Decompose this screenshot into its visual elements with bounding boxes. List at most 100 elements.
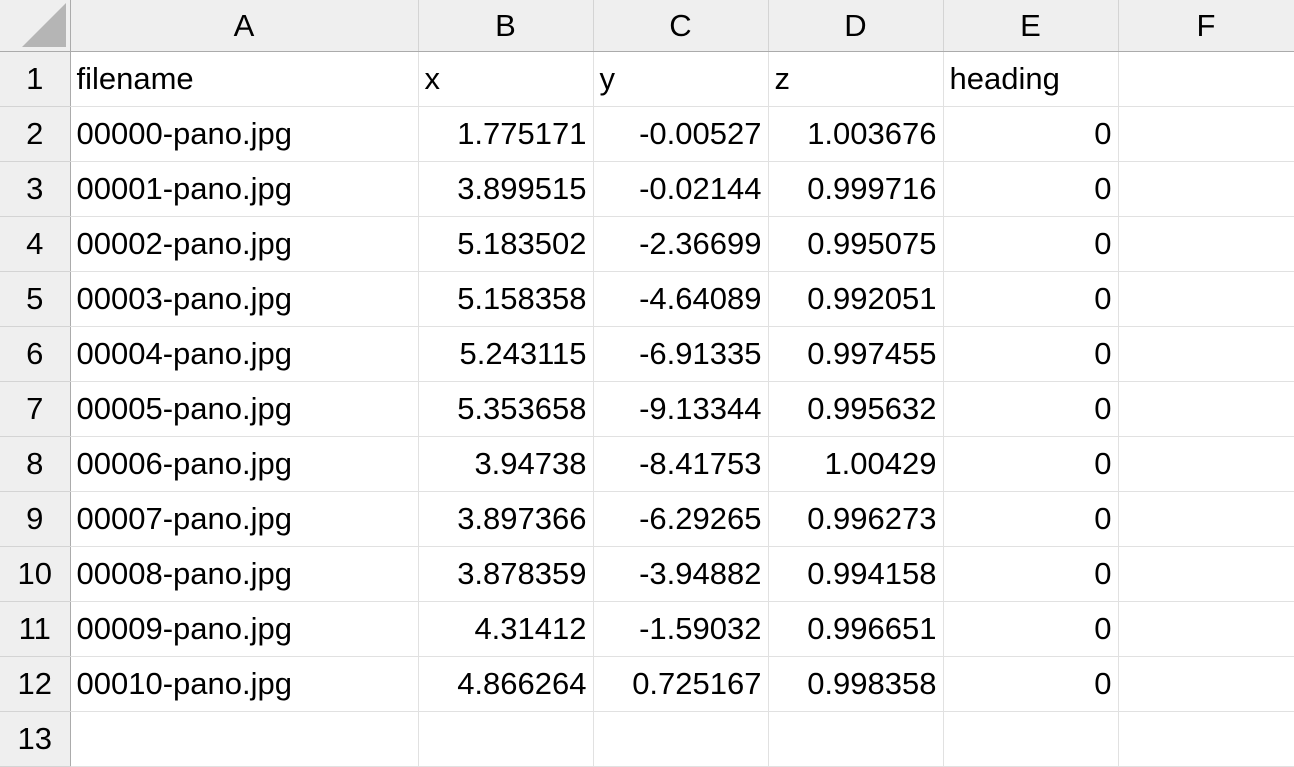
cell-c2[interactable]: -0.00527	[593, 106, 769, 162]
cell-b10[interactable]: 3.878359	[418, 546, 594, 602]
cell-d12[interactable]: 0.998358	[768, 656, 944, 712]
cell-a1[interactable]: filename	[70, 51, 419, 107]
cell-c3[interactable]: -0.02144	[593, 161, 769, 217]
cell-f6[interactable]	[1118, 326, 1294, 382]
cell-a4[interactable]: 00002-pano.jpg	[70, 216, 419, 272]
row-header[interactable]: 2	[0, 106, 71, 162]
cell-e2[interactable]: 0	[943, 106, 1119, 162]
cell-d13[interactable]	[768, 711, 944, 767]
cell-d9[interactable]: 0.996273	[768, 491, 944, 547]
cell-d1[interactable]: z	[768, 51, 944, 107]
cell-f2[interactable]	[1118, 106, 1294, 162]
cell-f13[interactable]	[1118, 711, 1294, 767]
cell-d8[interactable]: 1.00429	[768, 436, 944, 492]
row-header[interactable]: 7	[0, 381, 71, 437]
cell-d10[interactable]: 0.994158	[768, 546, 944, 602]
row-header[interactable]: 9	[0, 491, 71, 547]
cell-b8[interactable]: 3.94738	[418, 436, 594, 492]
cell-f1[interactable]	[1118, 51, 1294, 107]
column-header-b[interactable]: B	[418, 0, 594, 52]
cell-b9[interactable]: 3.897366	[418, 491, 594, 547]
cell-d11[interactable]: 0.996651	[768, 601, 944, 657]
cell-b6[interactable]: 5.243115	[418, 326, 594, 382]
cell-d6[interactable]: 0.997455	[768, 326, 944, 382]
row-header[interactable]: 10	[0, 546, 71, 602]
row-header[interactable]: 11	[0, 601, 71, 657]
cell-c10[interactable]: -3.94882	[593, 546, 769, 602]
cell-f3[interactable]	[1118, 161, 1294, 217]
cell-e9[interactable]: 0	[943, 491, 1119, 547]
cell-b1[interactable]: x	[418, 51, 594, 107]
cell-a8[interactable]: 00006-pano.jpg	[70, 436, 419, 492]
cell-f9[interactable]	[1118, 491, 1294, 547]
select-all-button[interactable]	[0, 0, 71, 52]
cell-e10[interactable]: 0	[943, 546, 1119, 602]
column-header-e[interactable]: E	[943, 0, 1119, 52]
cell-f4[interactable]	[1118, 216, 1294, 272]
cell-a9[interactable]: 00007-pano.jpg	[70, 491, 419, 547]
cell-a13[interactable]	[70, 711, 419, 767]
cell-a10[interactable]: 00008-pano.jpg	[70, 546, 419, 602]
column-header-f[interactable]: F	[1118, 0, 1294, 52]
cell-f12[interactable]	[1118, 656, 1294, 712]
row-header[interactable]: 3	[0, 161, 71, 217]
row-header[interactable]: 4	[0, 216, 71, 272]
cell-b3[interactable]: 3.899515	[418, 161, 594, 217]
cell-e12[interactable]: 0	[943, 656, 1119, 712]
row-header[interactable]: 12	[0, 656, 71, 712]
cell-f11[interactable]	[1118, 601, 1294, 657]
cell-a12[interactable]: 00010-pano.jpg	[70, 656, 419, 712]
cell-f5[interactable]	[1118, 271, 1294, 327]
cell-e8[interactable]: 0	[943, 436, 1119, 492]
cell-c4[interactable]: -2.36699	[593, 216, 769, 272]
cell-b11[interactable]: 4.31412	[418, 601, 594, 657]
cell-c7[interactable]: -9.13344	[593, 381, 769, 437]
column-header-a[interactable]: A	[70, 0, 419, 52]
cell-f10[interactable]	[1118, 546, 1294, 602]
cell-c9[interactable]: -6.29265	[593, 491, 769, 547]
cell-a7[interactable]: 00005-pano.jpg	[70, 381, 419, 437]
cell-b2[interactable]: 1.775171	[418, 106, 594, 162]
row-header[interactable]: 8	[0, 436, 71, 492]
cell-d5[interactable]: 0.992051	[768, 271, 944, 327]
cell-b12[interactable]: 4.866264	[418, 656, 594, 712]
row-header[interactable]: 6	[0, 326, 71, 382]
cell-a3[interactable]: 00001-pano.jpg	[70, 161, 419, 217]
row-header[interactable]: 13	[0, 711, 71, 767]
cell-e6[interactable]: 0	[943, 326, 1119, 382]
cell-d4[interactable]: 0.995075	[768, 216, 944, 272]
cell-d7[interactable]: 0.995632	[768, 381, 944, 437]
cell-a5[interactable]: 00003-pano.jpg	[70, 271, 419, 327]
cell-e3[interactable]: 0	[943, 161, 1119, 217]
cell-b4[interactable]: 5.183502	[418, 216, 594, 272]
cell-c12[interactable]: 0.725167	[593, 656, 769, 712]
cell-c13[interactable]	[593, 711, 769, 767]
cell-c6[interactable]: -6.91335	[593, 326, 769, 382]
cell-d3[interactable]: 0.999716	[768, 161, 944, 217]
cell-e1[interactable]: heading	[943, 51, 1119, 107]
cell-e5[interactable]: 0	[943, 271, 1119, 327]
cell-f8[interactable]	[1118, 436, 1294, 492]
cell-e7[interactable]: 0	[943, 381, 1119, 437]
cell-c5[interactable]: -4.64089	[593, 271, 769, 327]
table-row: 8 00006-pano.jpg 3.94738 -8.41753 1.00429 0	[0, 436, 1294, 492]
cell-b5[interactable]: 5.158358	[418, 271, 594, 327]
cell-d2[interactable]: 1.003676	[768, 106, 944, 162]
cell-c8[interactable]: -8.41753	[593, 436, 769, 492]
table-row: 2 00000-pano.jpg 1.775171 -0.00527 1.003676 0	[0, 106, 1294, 162]
cell-e11[interactable]: 0	[943, 601, 1119, 657]
cell-a6[interactable]: 00004-pano.jpg	[70, 326, 419, 382]
column-header-c[interactable]: C	[593, 0, 769, 52]
cell-a11[interactable]: 00009-pano.jpg	[70, 601, 419, 657]
cell-b7[interactable]: 5.353658	[418, 381, 594, 437]
cell-c11[interactable]: -1.59032	[593, 601, 769, 657]
cell-c1[interactable]: y	[593, 51, 769, 107]
cell-b13[interactable]	[418, 711, 594, 767]
cell-e13[interactable]	[943, 711, 1119, 767]
row-header[interactable]: 5	[0, 271, 71, 327]
cell-a2[interactable]: 00000-pano.jpg	[70, 106, 419, 162]
row-header[interactable]: 1	[0, 51, 71, 107]
cell-e4[interactable]: 0	[943, 216, 1119, 272]
cell-f7[interactable]	[1118, 381, 1294, 437]
column-header-d[interactable]: D	[768, 0, 944, 52]
